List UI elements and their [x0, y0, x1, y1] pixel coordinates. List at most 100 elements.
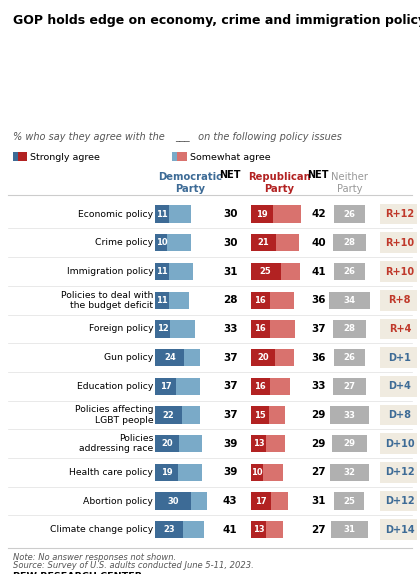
Text: 33: 33: [344, 410, 355, 420]
Bar: [332, 435, 367, 452]
Bar: [251, 435, 266, 452]
Text: 42: 42: [311, 209, 326, 219]
Bar: [251, 464, 263, 481]
Bar: [266, 521, 283, 538]
Text: 34: 34: [344, 296, 355, 305]
Text: 31: 31: [344, 525, 355, 534]
Text: NET: NET: [307, 170, 329, 180]
Bar: [380, 462, 417, 483]
Bar: [276, 234, 299, 251]
Bar: [380, 519, 417, 540]
Text: ___: ___: [176, 132, 190, 142]
Text: Immigration policy: Immigration policy: [66, 267, 153, 276]
Text: on the following policy issues: on the following policy issues: [195, 132, 342, 142]
Text: 24: 24: [164, 353, 176, 362]
Bar: [380, 433, 417, 454]
Text: D+14: D+14: [385, 525, 415, 535]
Bar: [155, 435, 179, 452]
Text: Education policy: Education policy: [77, 382, 153, 391]
Text: 40: 40: [311, 238, 326, 248]
Bar: [251, 492, 271, 510]
Bar: [380, 491, 417, 511]
Bar: [18, 152, 27, 161]
Text: Neither
Party: Neither Party: [331, 172, 368, 194]
Text: R+10: R+10: [385, 238, 415, 248]
Bar: [155, 406, 182, 424]
Bar: [170, 320, 195, 338]
Bar: [155, 320, 170, 338]
Text: 43: 43: [223, 496, 237, 506]
Text: 26: 26: [344, 353, 355, 362]
Bar: [270, 320, 295, 338]
Bar: [380, 204, 417, 224]
Text: % who say they agree with the: % who say they agree with the: [13, 132, 168, 142]
Text: 37: 37: [223, 410, 237, 420]
Text: 33: 33: [223, 324, 237, 334]
Text: 25: 25: [344, 497, 355, 506]
Text: 28: 28: [344, 324, 355, 333]
Bar: [155, 292, 168, 309]
Text: GOP holds edge on economy, crime and immigration policy; Democrats have large ad: GOP holds edge on economy, crime and imm…: [13, 14, 420, 28]
Text: 13: 13: [253, 525, 264, 534]
Bar: [168, 292, 189, 309]
Text: R+12: R+12: [385, 209, 415, 219]
Text: 27: 27: [311, 467, 326, 478]
Bar: [263, 464, 283, 481]
Bar: [334, 205, 365, 223]
Text: 16: 16: [255, 382, 266, 391]
Bar: [331, 521, 368, 538]
Text: Republican
Party: Republican Party: [248, 172, 311, 194]
Text: Policies
addressing race: Policies addressing race: [79, 434, 153, 453]
Bar: [251, 378, 270, 395]
Bar: [155, 464, 178, 481]
Text: Policies to deal with
the budget deficit: Policies to deal with the budget deficit: [61, 290, 153, 310]
Text: 13: 13: [253, 439, 264, 448]
Text: 28: 28: [223, 295, 237, 305]
Bar: [251, 263, 281, 280]
Text: 21: 21: [257, 238, 269, 247]
Bar: [251, 406, 269, 424]
Bar: [155, 263, 168, 280]
Text: Health care policy: Health care policy: [69, 468, 153, 477]
Text: Climate change policy: Climate change policy: [50, 525, 153, 534]
Bar: [168, 263, 192, 280]
Text: 27: 27: [311, 525, 326, 535]
Bar: [271, 492, 288, 510]
Text: 29: 29: [311, 410, 326, 420]
Text: 22: 22: [163, 410, 174, 420]
Text: 11: 11: [156, 267, 168, 276]
Text: PEW RESEARCH CENTER: PEW RESEARCH CENTER: [13, 572, 142, 574]
Bar: [167, 234, 192, 251]
Text: 30: 30: [223, 238, 237, 248]
Text: D+4: D+4: [388, 381, 411, 391]
Text: 25: 25: [260, 267, 272, 276]
Bar: [251, 205, 273, 223]
Text: Economic policy: Economic policy: [78, 210, 153, 219]
Bar: [251, 234, 276, 251]
Text: Source: Survey of U.S. adults conducted June 5-11, 2023.: Source: Survey of U.S. adults conducted …: [13, 561, 253, 570]
Text: Somewhat agree: Somewhat agree: [190, 153, 270, 162]
Text: 17: 17: [255, 497, 267, 506]
Text: Strongly agree: Strongly agree: [30, 153, 100, 162]
Text: D+12: D+12: [385, 496, 415, 506]
Text: 20: 20: [162, 439, 173, 448]
Bar: [330, 406, 369, 424]
Bar: [178, 464, 202, 481]
Bar: [183, 521, 205, 538]
Text: 10: 10: [251, 468, 262, 477]
Bar: [269, 406, 286, 424]
Text: Note: No answer responses not shown.: Note: No answer responses not shown.: [13, 553, 176, 562]
Text: 29: 29: [344, 439, 355, 448]
Bar: [155, 492, 192, 510]
Text: 39: 39: [223, 467, 237, 478]
Text: 32: 32: [344, 468, 355, 477]
Bar: [168, 205, 192, 223]
Bar: [380, 347, 417, 368]
Bar: [266, 435, 286, 452]
Text: 41: 41: [223, 525, 237, 535]
Text: 37: 37: [223, 352, 237, 363]
Bar: [329, 292, 370, 309]
Text: 36: 36: [311, 295, 326, 305]
Text: 23: 23: [163, 525, 175, 534]
Text: Abortion policy: Abortion policy: [84, 497, 153, 506]
